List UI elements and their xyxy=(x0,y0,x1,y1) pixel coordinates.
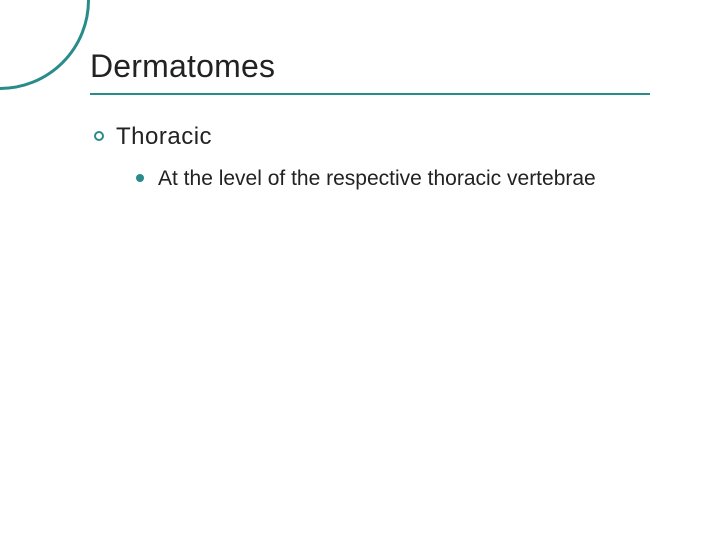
filled-dot-icon xyxy=(136,174,144,182)
title-underline xyxy=(90,93,650,95)
bullet-level2-text: At the level of the respective thoracic … xyxy=(158,165,596,192)
corner-arc-decoration xyxy=(0,0,90,90)
bullet-level2: At the level of the respective thoracic … xyxy=(136,165,680,192)
bullet-level1-text: Thoracic xyxy=(116,123,212,151)
slide-content: Dermatomes Thoracic At the level of the … xyxy=(90,48,680,192)
bullet-level1: Thoracic xyxy=(94,123,680,151)
slide-title: Dermatomes xyxy=(90,48,680,91)
hollow-circle-icon xyxy=(94,131,104,141)
